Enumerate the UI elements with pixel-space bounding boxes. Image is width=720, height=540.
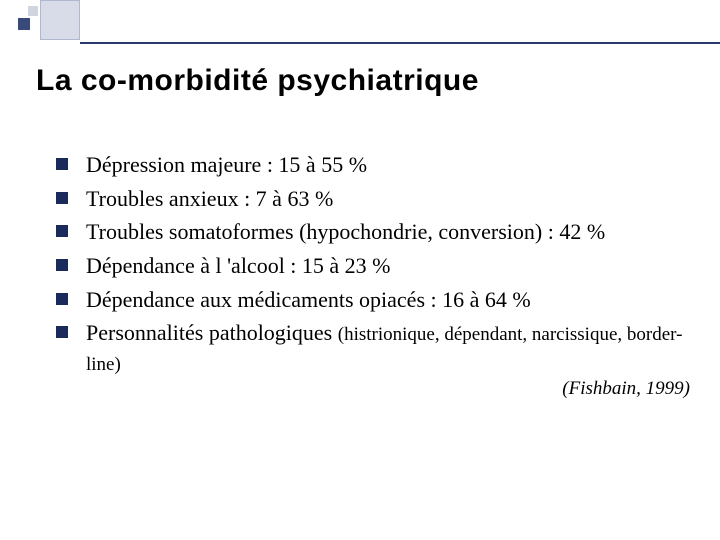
bullet-marker-icon (56, 158, 68, 170)
bullet-text: Troubles somatoformes (hypochondrie, con… (86, 217, 605, 247)
slide-title: La co-morbidité psychiatrique (36, 64, 479, 98)
bullet-marker-icon (56, 293, 68, 305)
list-item: Dépression majeure : 15 à 55 % (56, 150, 690, 180)
list-item: Troubles somatoformes (hypochondrie, con… (56, 217, 690, 247)
decoration-horizontal-line (80, 42, 720, 44)
list-item: Dépendance aux médicaments opiacés : 16 … (56, 285, 690, 315)
bullet-text: Dépression majeure : 15 à 55 % (86, 150, 367, 180)
decoration-small-square-light (28, 6, 38, 16)
bullet-list: Dépression majeure : 15 à 55 % Troubles … (56, 150, 690, 382)
bullet-text: Troubles anxieux : 7 à 63 % (86, 184, 333, 214)
bullet-marker-icon (56, 259, 68, 271)
bullet-text: Dépendance à l 'alcool : 15 à 23 % (86, 251, 391, 281)
list-item: Dépendance à l 'alcool : 15 à 23 % (56, 251, 690, 281)
bullet-main: Dépression majeure : 15 à 55 % (86, 152, 367, 177)
decoration-small-square-dark (18, 18, 30, 30)
bullet-marker-icon (56, 225, 68, 237)
bullet-marker-icon (56, 192, 68, 204)
citation: (Fishbain, 1999) (562, 378, 690, 400)
bullet-marker-icon (56, 326, 68, 338)
bullet-text: Dépendance aux médicaments opiacés : 16 … (86, 285, 531, 315)
bullet-text: Personnalités pathologiques (histrioniqu… (86, 318, 690, 377)
bullet-main: Dépendance aux médicaments opiacés : 16 … (86, 287, 531, 312)
bullet-main: Personnalités pathologiques (86, 320, 338, 345)
list-item: Troubles anxieux : 7 à 63 % (56, 184, 690, 214)
list-item: Personnalités pathologiques (histrioniqu… (56, 318, 690, 377)
bullet-main: Troubles somatoformes (hypochondrie, con… (86, 219, 605, 244)
bullet-main: Dépendance à l 'alcool : 15 à 23 % (86, 253, 391, 278)
decoration-big-square (40, 0, 80, 40)
bullet-main: Troubles anxieux : 7 à 63 % (86, 186, 333, 211)
